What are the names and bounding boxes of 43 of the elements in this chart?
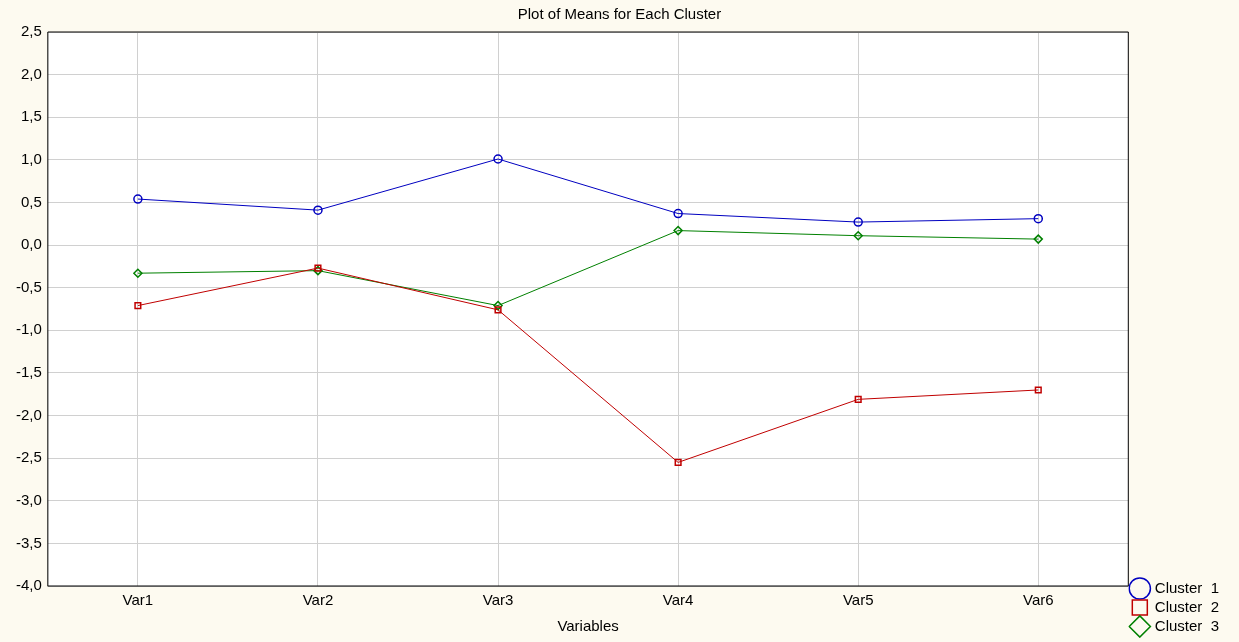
point bbox=[493, 154, 503, 164]
y-tick-label: -3,5 bbox=[15, 533, 42, 551]
y-tick-label: -4,0 bbox=[15, 576, 42, 594]
point bbox=[673, 225, 683, 236]
y-tick-label: 1,5 bbox=[20, 107, 42, 125]
point bbox=[853, 217, 863, 227]
point bbox=[1033, 234, 1044, 244]
point bbox=[853, 230, 863, 241]
point bbox=[493, 300, 503, 311]
legend-label: Cluster 1 bbox=[1154, 578, 1220, 596]
point bbox=[313, 205, 323, 215]
point bbox=[133, 268, 143, 278]
x-tick-label: Var6 bbox=[1022, 591, 1054, 609]
legend-label: Cluster 3 bbox=[1154, 616, 1220, 634]
x-tick-label: Var3 bbox=[482, 591, 514, 609]
y-tick-label: -2,0 bbox=[15, 405, 42, 423]
point bbox=[314, 264, 322, 272]
y-tick-label: -0,5 bbox=[15, 277, 42, 295]
x-tick-label: Var2 bbox=[302, 591, 334, 609]
point bbox=[854, 395, 862, 403]
point bbox=[133, 194, 143, 204]
y-tick-label: 1,0 bbox=[20, 149, 42, 167]
y-tick-label: -2,5 bbox=[15, 448, 42, 466]
x-tick-label: Var1 bbox=[122, 591, 154, 609]
y-tick-label: -3,0 bbox=[15, 490, 42, 508]
point bbox=[313, 265, 323, 276]
x-axis-title: Variables bbox=[557, 617, 619, 635]
y-tick-label: 0,5 bbox=[20, 192, 42, 210]
point bbox=[1033, 213, 1044, 224]
legend-label: Cluster 2 bbox=[1154, 597, 1220, 615]
point bbox=[1034, 386, 1042, 394]
y-tick-label: 2,5 bbox=[20, 22, 42, 40]
y-tick-label: -1,5 bbox=[15, 363, 42, 381]
y-tick-label: 2,0 bbox=[20, 64, 42, 82]
x-tick-label: Var4 bbox=[662, 591, 694, 609]
y-tick-label: -1,0 bbox=[15, 320, 42, 338]
x-tick-label: Var5 bbox=[842, 591, 874, 609]
point bbox=[494, 306, 502, 314]
point bbox=[134, 302, 142, 310]
point bbox=[674, 458, 682, 466]
chart-title: Plot of Means for Each Cluster bbox=[517, 5, 722, 23]
y-tick-label: 0,0 bbox=[20, 235, 42, 253]
point bbox=[673, 208, 683, 219]
